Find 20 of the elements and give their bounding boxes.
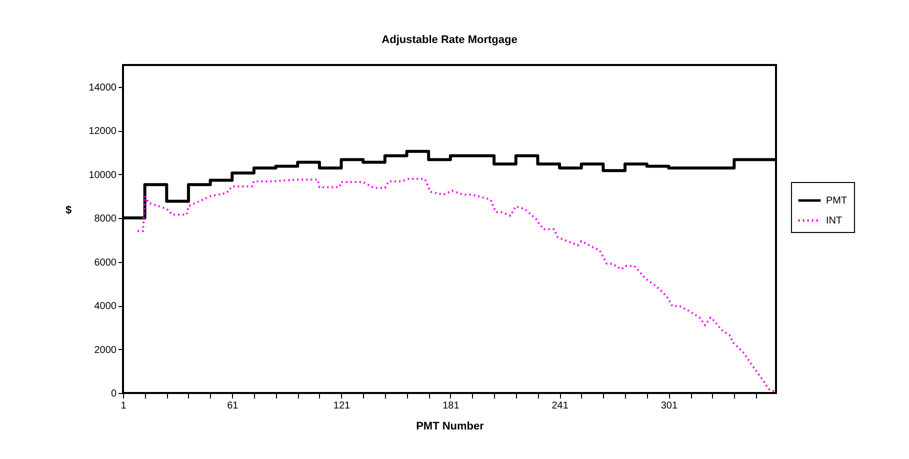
x-tick-label: 121 bbox=[333, 400, 351, 412]
y-tick-label: 14000 bbox=[88, 82, 117, 94]
x-tick-label: 181 bbox=[442, 400, 460, 412]
y-tick-label: 10000 bbox=[88, 170, 117, 181]
x-tick-label: 61 bbox=[227, 400, 239, 412]
y-tick-label: 0 bbox=[110, 388, 117, 400]
legend-label: INT bbox=[826, 216, 842, 226]
chart-title: Adjustable Rate Mortgage bbox=[382, 34, 518, 46]
x-axis-title: PMT Number bbox=[416, 420, 485, 432]
y-axis-title: $ bbox=[65, 204, 72, 216]
legend-label: PMT bbox=[826, 196, 848, 206]
y-tick-label: 4000 bbox=[94, 301, 117, 312]
line-series bbox=[136, 178, 777, 393]
x-tick-label: 1 bbox=[120, 400, 127, 412]
y-tick-label: 2000 bbox=[94, 344, 117, 356]
y-tick-label: 12000 bbox=[88, 126, 117, 138]
x-tick-label: 241 bbox=[552, 400, 569, 412]
x-tick-label: 301 bbox=[660, 400, 678, 412]
y-tick-label: 6000 bbox=[94, 257, 117, 268]
y-tick-label: 8000 bbox=[94, 214, 117, 225]
